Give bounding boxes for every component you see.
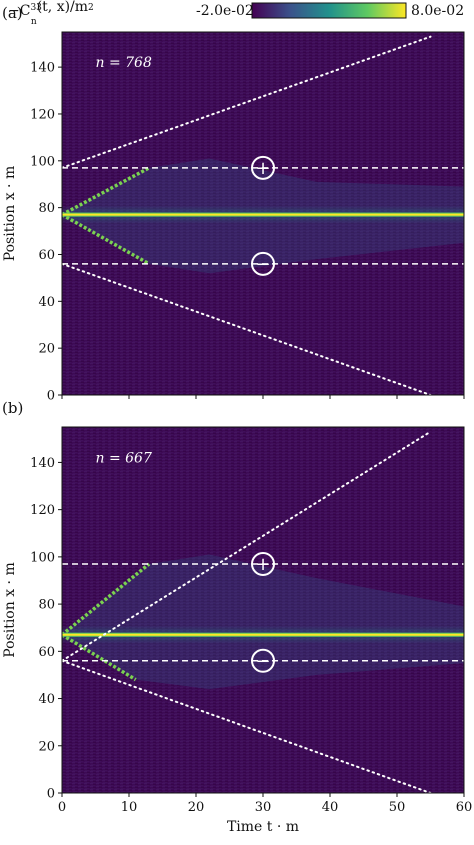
upper-symbol: +	[255, 158, 270, 179]
x-axis-label: Time t · m	[227, 819, 299, 835]
light-cone-upper	[62, 430, 432, 662]
wavefront-lower	[62, 633, 137, 682]
spread-region	[62, 554, 464, 690]
light-cone-lower	[62, 659, 432, 793]
wavefront-upper	[62, 562, 151, 637]
x-tick-label: 60	[456, 800, 473, 815]
y-tick-label: 140	[30, 61, 55, 76]
y-axis-label: Position x · m	[2, 562, 18, 657]
heatmap-background	[62, 427, 464, 793]
heatmap-field: +−	[62, 32, 464, 395]
y-tick-label: 20	[38, 739, 55, 754]
x-tick-label: 50	[389, 800, 406, 815]
y-tick-label: 100	[30, 550, 55, 565]
y-tick-label: 20	[38, 342, 55, 357]
heatmap-field: +−	[62, 427, 464, 793]
y-tick-label: 60	[38, 248, 55, 263]
y-tick-label: 40	[38, 295, 55, 310]
light-cone-lower	[62, 262, 432, 395]
lower-symbol-circle	[251, 648, 275, 673]
n-annotation: n = 667	[96, 450, 152, 466]
wavefront-upper	[62, 166, 150, 217]
upper-symbol-circle	[251, 155, 275, 180]
upper-symbol: +	[255, 554, 270, 575]
colorbar-gradient	[251, 2, 407, 19]
x-tick-label: 20	[188, 800, 205, 815]
y-tick-label: 140	[30, 456, 55, 471]
y-tick-label: 80	[38, 598, 55, 613]
upper-symbol-circle	[251, 551, 275, 576]
y-tick-label: 0	[47, 787, 55, 802]
y-tick-label: 120	[30, 503, 55, 518]
y-tick-label: 40	[38, 692, 55, 707]
lower-symbol: −	[255, 651, 270, 672]
y-tick-label: 60	[38, 645, 55, 660]
x-tick-label: 30	[255, 800, 272, 815]
lower-symbol-circle	[251, 251, 275, 276]
lower-symbol: −	[255, 254, 270, 275]
colorbar-max-label: 8.0e-02	[411, 3, 464, 19]
panel-label: (b)	[2, 399, 23, 417]
y-tick-label: 0	[47, 389, 55, 404]
y-tick-label: 80	[38, 201, 55, 216]
colorbar: −C33 n(t, x)/m2 -2.0e-02 8.0e-02	[8, 0, 464, 27]
y-tick-label: 120	[30, 107, 55, 122]
n-annotation: n = 768	[96, 55, 152, 71]
wavefront-lower	[62, 213, 150, 266]
y-axis-label: Position x · m	[2, 166, 18, 261]
panel-label: (a)	[2, 4, 23, 22]
light-cone-upper	[62, 35, 432, 169]
y-tick-label: 100	[30, 154, 55, 169]
x-tick-label: 0	[58, 800, 66, 815]
x-tick-label: 40	[322, 800, 339, 815]
colorbar-label: −C33 n(t, x)/m2	[8, 0, 94, 27]
x-tick-label: 10	[121, 800, 138, 815]
colorbar-min-label: -2.0e-02	[196, 3, 254, 19]
